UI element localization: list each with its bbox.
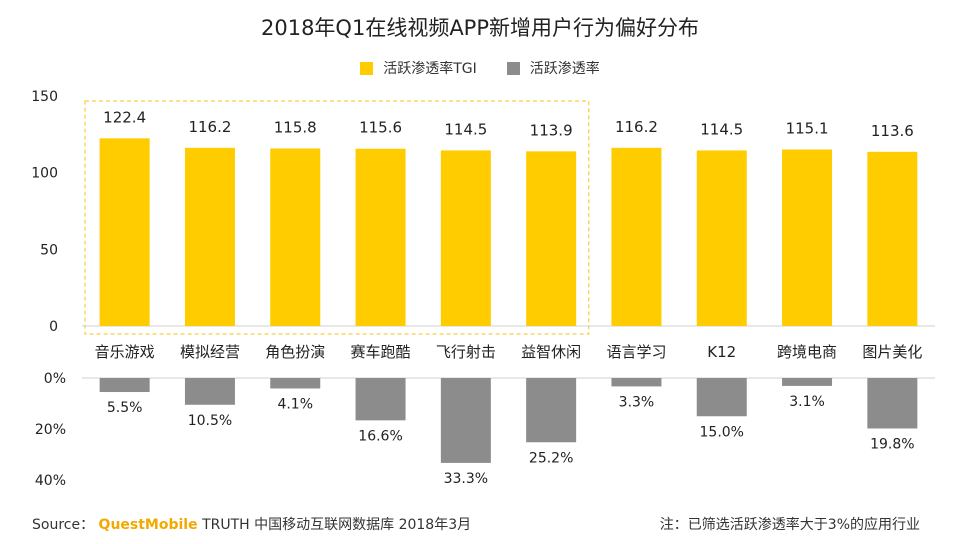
legend-swatch-tgi (360, 61, 374, 75)
tgi-bar (440, 150, 491, 326)
chart-title: 2018年Q1在线视频APP新增用户行为偏好分布 (260, 16, 700, 40)
category-label: 角色扮演 (265, 343, 325, 361)
tgi-value-label: 116.2 (188, 118, 231, 136)
pen-value-label: 25.2% (529, 450, 573, 466)
tgi-bar (270, 148, 321, 326)
category-label: 益智休闲 (521, 343, 581, 361)
tgi-bar (696, 150, 747, 326)
category-label: 语言学习 (606, 343, 666, 361)
legend-item-tgi: 活跃渗透率TGI (360, 58, 477, 78)
pen-value-label: 33.3% (444, 471, 488, 487)
legend-item-pen: 活跃渗透率 (506, 58, 600, 78)
tgi-bar (355, 148, 406, 326)
tgi-bar (782, 149, 833, 326)
pen-value-label: 16.6% (358, 428, 402, 444)
tgi-bar (184, 147, 235, 326)
category-label: 跨境电商 (777, 343, 837, 361)
tgi-value-label: 113.9 (530, 121, 573, 139)
pen-value-label: 3.3% (619, 394, 655, 410)
pen-value-label: 15.0% (700, 424, 744, 440)
top-y-tick-label: 0 (49, 319, 58, 335)
legend-label-tgi: 活跃渗透率TGI (383, 61, 477, 77)
category-label: 图片美化 (862, 343, 922, 361)
top-y-tick-label: 150 (31, 89, 58, 105)
pen-bar (99, 378, 150, 393)
tgi-value-label: 114.5 (444, 120, 487, 138)
pen-value-label: 3.1% (789, 394, 825, 410)
highlight-box (84, 100, 590, 335)
pen-bar (782, 378, 833, 386)
category-label: 赛车跑酷 (351, 343, 411, 361)
pen-value-label: 5.5% (107, 400, 143, 416)
category-label: 飞行射击 (436, 343, 496, 361)
tgi-value-label: 122.4 (103, 108, 146, 126)
bottom-y-tick-label: 0% (44, 371, 66, 387)
bottom-y-tick-label: 40% (35, 473, 66, 489)
tgi-bar (611, 147, 662, 326)
tgi-bar (867, 151, 918, 326)
tgi-bar (99, 138, 150, 326)
tgi-value-label: 115.1 (786, 120, 829, 138)
tgi-value-label: 113.6 (871, 122, 914, 140)
filter-note: 注：已筛选活跃渗透率大于3%的应用行业 (659, 517, 920, 533)
top-y-tick-label: 100 (31, 166, 58, 182)
pen-bar (440, 378, 491, 463)
pen-bar (867, 378, 918, 429)
brand-name: QuestMobile (98, 517, 198, 533)
category-label: 音乐游戏 (95, 343, 155, 361)
source-text: TRUTH 中国移动互联网数据库 2018年3月 (202, 517, 472, 533)
legend-swatch-pen (506, 61, 520, 75)
tgi-value-label: 115.6 (359, 119, 402, 137)
category-label: K12 (707, 343, 736, 361)
tgi-value-label: 114.5 (700, 120, 743, 138)
pen-value-label: 19.8% (870, 436, 914, 452)
top-y-tick-label: 50 (40, 242, 58, 258)
source-label: Source： (32, 517, 95, 533)
tgi-value-label: 115.8 (274, 118, 317, 136)
legend: 活跃渗透率TGI 活跃渗透率 (0, 58, 960, 78)
pen-bar (270, 378, 321, 389)
category-label: 模拟经营 (180, 343, 240, 361)
tgi-value-label: 116.2 (615, 118, 658, 136)
tgi-bar (526, 151, 577, 326)
bottom-y-tick-label: 20% (35, 422, 66, 438)
pen-bar (696, 378, 747, 417)
pen-value-label: 10.5% (188, 413, 232, 429)
source-note: Source： QuestMobile TRUTH 中国移动互联网数据库 201… (32, 514, 471, 534)
pen-value-label: 4.1% (277, 396, 313, 412)
legend-label-pen: 活跃渗透率 (529, 61, 600, 77)
pen-bar (184, 378, 235, 405)
pen-bar (355, 378, 406, 421)
pen-bar (611, 378, 662, 387)
pen-bar (526, 378, 577, 443)
